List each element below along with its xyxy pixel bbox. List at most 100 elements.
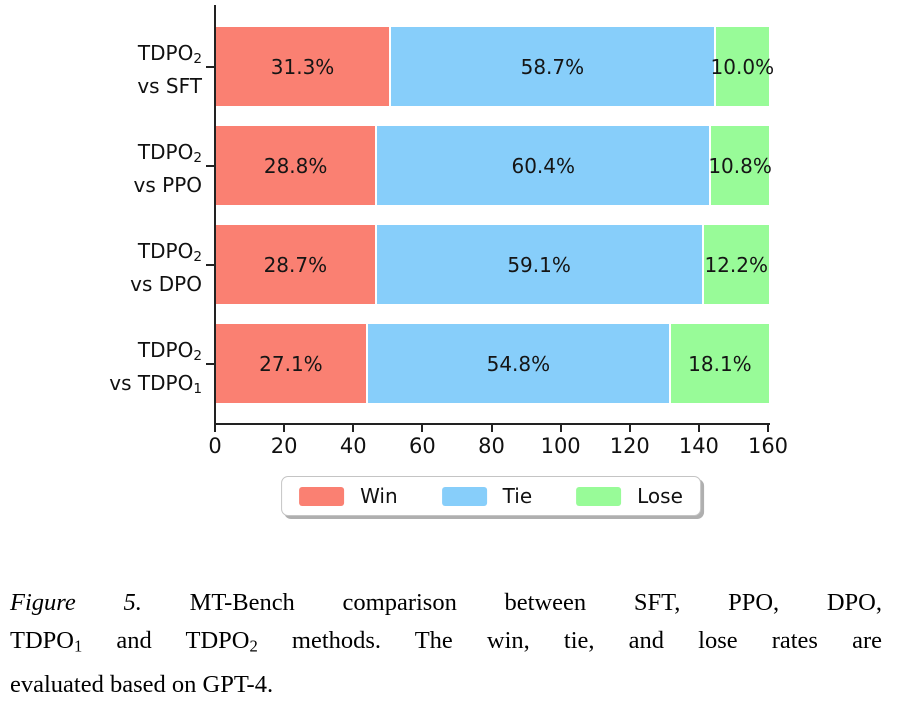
text-part: 2: [249, 636, 258, 656]
bar-segment-win: 31.3%: [216, 27, 390, 106]
x-tick-mark: [421, 425, 424, 432]
x-tick-label: 100: [540, 434, 581, 458]
x-tick-mark: [490, 425, 493, 432]
text-part: vs PPO: [133, 172, 202, 197]
y-tick-label-line: TDPO2: [0, 238, 202, 271]
value-label: 58.7%: [520, 54, 585, 79]
x-tick-label: 0: [208, 434, 222, 458]
value-label: 31.3%: [270, 54, 335, 79]
y-tick-label: TDPO2 vs DPO: [0, 238, 202, 298]
caption-line: Figure 5. MT-Bench comparison between SF…: [10, 584, 882, 622]
legend-label: Lose: [637, 484, 683, 508]
bar-row: 28.8% 60.4% 10.8%: [216, 126, 772, 205]
x-tick-label: 140: [678, 434, 719, 458]
text-part: 2: [193, 248, 202, 265]
figure-caption: Figure 5. MT-Bench comparison between SF…: [10, 584, 882, 704]
bar-segment-win: 28.7%: [216, 225, 375, 304]
x-tick-mark: [559, 425, 562, 432]
bar-row: 31.3% 58.7% 10.0%: [216, 27, 774, 106]
x-tick-mark: [697, 425, 700, 432]
mt-bench-chart: 31.3% 58.7% 10.0% 28.8% 60.4% 10.8% 28.7% 59.1%…: [0, 5, 789, 516]
text-part: MT-Bench comparison between SFT, PPO, DP…: [141, 589, 882, 616]
x-tick-mark: [628, 425, 631, 432]
text-part: 1: [73, 636, 83, 656]
value-label: 18.1%: [688, 351, 752, 376]
text-part: 2: [193, 149, 202, 166]
text-part: vs DPO: [130, 271, 202, 296]
bar-row: 28.7% 59.1% 12.2%: [216, 225, 769, 304]
bar-row: 27.1% 54.8% 18.1%: [216, 324, 769, 403]
y-tick-label-line: TDPO2: [0, 139, 202, 172]
caption-line: TDPO1 and TDPO2 methods. The win, tie, a…: [10, 622, 882, 666]
x-tick-mark: [767, 425, 769, 432]
x-tick-mark: [283, 425, 286, 432]
bar-segment-lose: 10.8%: [708, 126, 772, 205]
y-tick-mark: [206, 363, 214, 365]
bar-segment-lose: 10.0%: [711, 27, 774, 106]
y-tick-label: TDPO2 vs SFT: [0, 40, 202, 100]
text-part: and TDPO: [82, 627, 250, 654]
bar-segment-tie: 60.4%: [375, 126, 710, 205]
y-axis-spine: [214, 5, 216, 425]
text-part: methods. The win, tie, and lose rates ar…: [257, 627, 882, 654]
y-tick-mark: [206, 66, 214, 68]
text-part: vs TDPO: [109, 370, 194, 395]
text-part: TDPO: [137, 41, 194, 65]
text-part: TDPO: [137, 239, 194, 263]
y-tick-label-line: vs SFT: [0, 73, 202, 100]
value-label: 59.1%: [507, 252, 571, 277]
x-tick-label: 120: [609, 434, 650, 458]
bar-segment-tie: 54.8%: [365, 324, 669, 403]
value-label: 54.8%: [486, 351, 551, 376]
text-part: 2: [193, 50, 202, 67]
y-tick-label-line: vs DPO: [0, 271, 202, 298]
text-part: Figure 5.: [10, 589, 142, 616]
x-tick-label: 160: [747, 434, 789, 458]
value-label: 10.8%: [708, 153, 772, 178]
text-part: TDPO: [10, 627, 74, 654]
y-tick-mark: [206, 264, 214, 266]
legend-label: Tie: [502, 484, 533, 508]
bar-segment-lose: 12.2%: [701, 225, 769, 304]
bar-segment-tie: 59.1%: [374, 225, 702, 304]
y-tick-label-line: TDPO2: [0, 40, 202, 73]
text-part: TDPO: [137, 140, 194, 164]
x-tick-mark: [214, 425, 216, 432]
legend-swatch-tie: [441, 486, 487, 506]
y-tick-label-line: vs PPO: [0, 172, 202, 199]
legend: Win Tie Lose: [281, 476, 701, 516]
x-tick-label: 60: [409, 434, 436, 458]
legend-item-tie: Tie: [441, 484, 533, 508]
bar-segment-tie: 58.7%: [389, 27, 714, 106]
value-label: 28.7%: [263, 252, 328, 277]
x-tick-label: 40: [339, 434, 367, 458]
value-label: 12.2%: [704, 252, 769, 277]
x-axis-line: [214, 423, 770, 425]
bar-segment-lose: 18.1%: [668, 324, 769, 403]
value-label: 27.1%: [259, 351, 323, 376]
value-label: 60.4%: [511, 153, 576, 178]
text-part: TDPO: [137, 338, 194, 362]
x-tick-mark: [352, 425, 355, 432]
bar-segment-win: 28.8%: [216, 126, 376, 205]
y-tick-label: TDPO2 vs TDPO1: [0, 337, 202, 403]
y-tick-label-line: vs TDPO1: [0, 370, 202, 403]
legend-item-win: Win: [299, 484, 398, 508]
bar-segment-win: 27.1%: [216, 324, 366, 403]
legend-label: Win: [360, 484, 398, 508]
y-tick-mark: [206, 165, 214, 167]
text-part: 2: [193, 347, 202, 364]
y-tick-label: TDPO2 vs PPO: [0, 139, 202, 199]
caption-line: evaluated based on GPT-4.: [10, 666, 882, 704]
value-label: 10.0%: [710, 54, 775, 79]
text-part: 1: [193, 380, 202, 397]
y-tick-label-line: TDPO2: [0, 337, 202, 370]
value-label: 28.8%: [263, 153, 328, 178]
x-tick-label: 80: [478, 434, 505, 458]
legend-swatch-win: [299, 486, 345, 506]
text-part: vs SFT: [137, 73, 202, 98]
x-tick-label: 20: [270, 434, 298, 458]
legend-swatch-lose: [576, 486, 622, 506]
text-part: evaluated based on GPT-4.: [10, 670, 274, 698]
